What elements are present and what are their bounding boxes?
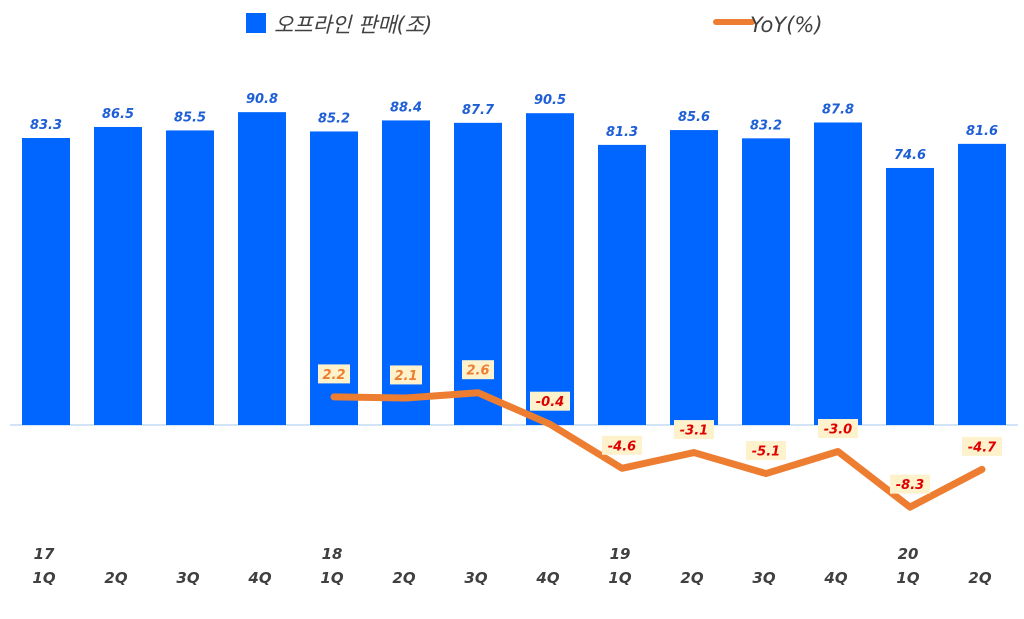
bar-value-label: 86.5 bbox=[102, 107, 134, 122]
bar bbox=[94, 126, 142, 425]
yoy-label: -0.4 bbox=[530, 391, 570, 411]
x-tick-quarter: 4Q bbox=[823, 569, 847, 587]
yoy-value-label: -0.4 bbox=[536, 395, 564, 410]
bar-value-label: 81.6 bbox=[966, 124, 998, 139]
yoy-value-label: -4.7 bbox=[968, 440, 997, 455]
legend-swatch-offline-sales bbox=[246, 13, 266, 33]
yoy-value-label: -8.3 bbox=[896, 478, 924, 493]
yoy-label: -3.0 bbox=[818, 419, 858, 438]
x-tick-quarter: 3Q bbox=[176, 569, 199, 587]
yoy-label-bg bbox=[674, 420, 714, 440]
bar-value-label: 90.5 bbox=[534, 93, 566, 108]
bar-value-label: 85.6 bbox=[678, 110, 710, 125]
yoy-series: 2.2 2.1 2.6 -0.4 -4.6 -3.1 -5.1 -3.0 -8.3 -4.7 bbox=[318, 360, 1002, 511]
bar bbox=[238, 112, 286, 425]
bar-value-label: 87.8 bbox=[822, 102, 854, 117]
x-axis: 17 1Q 2Q 3Q 4Q 18 1Q 2Q 3Q 4Q 19 1Q 2Q 3Q 4Q 20 1Q 2Q bbox=[32, 545, 991, 587]
bar-value-label: 81.3 bbox=[606, 125, 638, 140]
yoy-label: 2.1 bbox=[390, 365, 422, 385]
yoy-label: -3.1 bbox=[674, 420, 714, 440]
yoy-label: 2.6 bbox=[462, 360, 494, 380]
x-tick-quarter: 3Q bbox=[752, 569, 775, 587]
yoy-label: -8.3 bbox=[890, 474, 930, 494]
bar bbox=[742, 138, 790, 425]
yoy-label: -4.6 bbox=[602, 435, 642, 455]
bar bbox=[958, 143, 1006, 425]
yoy-value-label: -3.1 bbox=[680, 424, 708, 439]
bar bbox=[166, 130, 214, 425]
x-tick-quarter: 4Q bbox=[535, 569, 559, 587]
legend-label-offline-sales: 오프라인 판매(조) bbox=[274, 13, 432, 37]
bar-value-label: 87.7 bbox=[462, 103, 495, 118]
yoy-line bbox=[330, 389, 986, 511]
x-tick-quarter: 1Q bbox=[32, 569, 55, 587]
yoy-label: 2.2 bbox=[318, 364, 350, 384]
x-tick-year: 17 bbox=[34, 545, 55, 563]
bar-value-label: 83.3 bbox=[30, 118, 62, 133]
legend-label-yoy: YoY(%) bbox=[750, 13, 823, 37]
bar-value-label: 90.8 bbox=[246, 92, 278, 107]
x-tick-quarter: 1Q bbox=[896, 569, 919, 587]
bar-labels: 83.3 86.5 85.5 90.8 85.2 88.4 87.7 90.5 81.3 85.6… bbox=[30, 92, 998, 163]
x-tick-quarter: 2Q bbox=[104, 569, 127, 587]
bar bbox=[598, 144, 646, 426]
bar-value-label: 74.6 bbox=[894, 148, 926, 163]
x-tick-year: 20 bbox=[898, 545, 919, 563]
x-tick-year: 19 bbox=[610, 545, 631, 563]
bar-value-label: 83.2 bbox=[750, 118, 782, 133]
x-tick-quarter: 3Q bbox=[464, 569, 487, 587]
x-tick-quarter: 2Q bbox=[680, 569, 703, 587]
yoy-label-bg bbox=[962, 436, 1002, 456]
yoy-value-label: -5.1 bbox=[752, 445, 780, 460]
yoy-label: -4.7 bbox=[962, 436, 1002, 456]
bar bbox=[454, 122, 502, 426]
bar-value-label: 85.2 bbox=[318, 111, 350, 126]
yoy-label-bg bbox=[746, 441, 786, 461]
legend: 오프라인 판매(조) YoY(%) bbox=[246, 13, 823, 37]
bar-value-label: 88.4 bbox=[390, 100, 422, 115]
x-tick-quarter: 1Q bbox=[320, 569, 343, 587]
yoy-label-bg bbox=[318, 364, 350, 384]
yoy-value-label: 2.2 bbox=[322, 368, 345, 383]
yoy-label-bg bbox=[530, 391, 570, 411]
yoy-value-label: 2.1 bbox=[394, 369, 417, 384]
bar bbox=[22, 138, 70, 425]
x-tick-year: 18 bbox=[322, 545, 343, 563]
bar-value-label: 85.5 bbox=[174, 110, 206, 125]
yoy-value-label: -4.6 bbox=[608, 439, 636, 454]
bar bbox=[670, 130, 718, 426]
bar-series bbox=[22, 112, 1006, 426]
x-tick-quarter: 2Q bbox=[392, 569, 415, 587]
yoy-value-label: -3.0 bbox=[824, 423, 852, 438]
x-tick-quarter: 4Q bbox=[247, 569, 271, 587]
x-tick-quarter: 2Q bbox=[968, 569, 991, 587]
yoy-label: -5.1 bbox=[746, 441, 786, 461]
yoy-label-bg bbox=[462, 360, 494, 380]
bar bbox=[814, 122, 862, 426]
yoy-label-bg bbox=[890, 474, 930, 494]
yoy-label-bg bbox=[818, 419, 858, 438]
yoy-value-label: 2.6 bbox=[466, 364, 489, 379]
yoy-label-bg bbox=[602, 435, 642, 455]
bar bbox=[526, 113, 574, 426]
yoy-label-bg bbox=[390, 365, 422, 385]
bar bbox=[886, 167, 934, 425]
x-tick-quarter: 1Q bbox=[608, 569, 631, 587]
